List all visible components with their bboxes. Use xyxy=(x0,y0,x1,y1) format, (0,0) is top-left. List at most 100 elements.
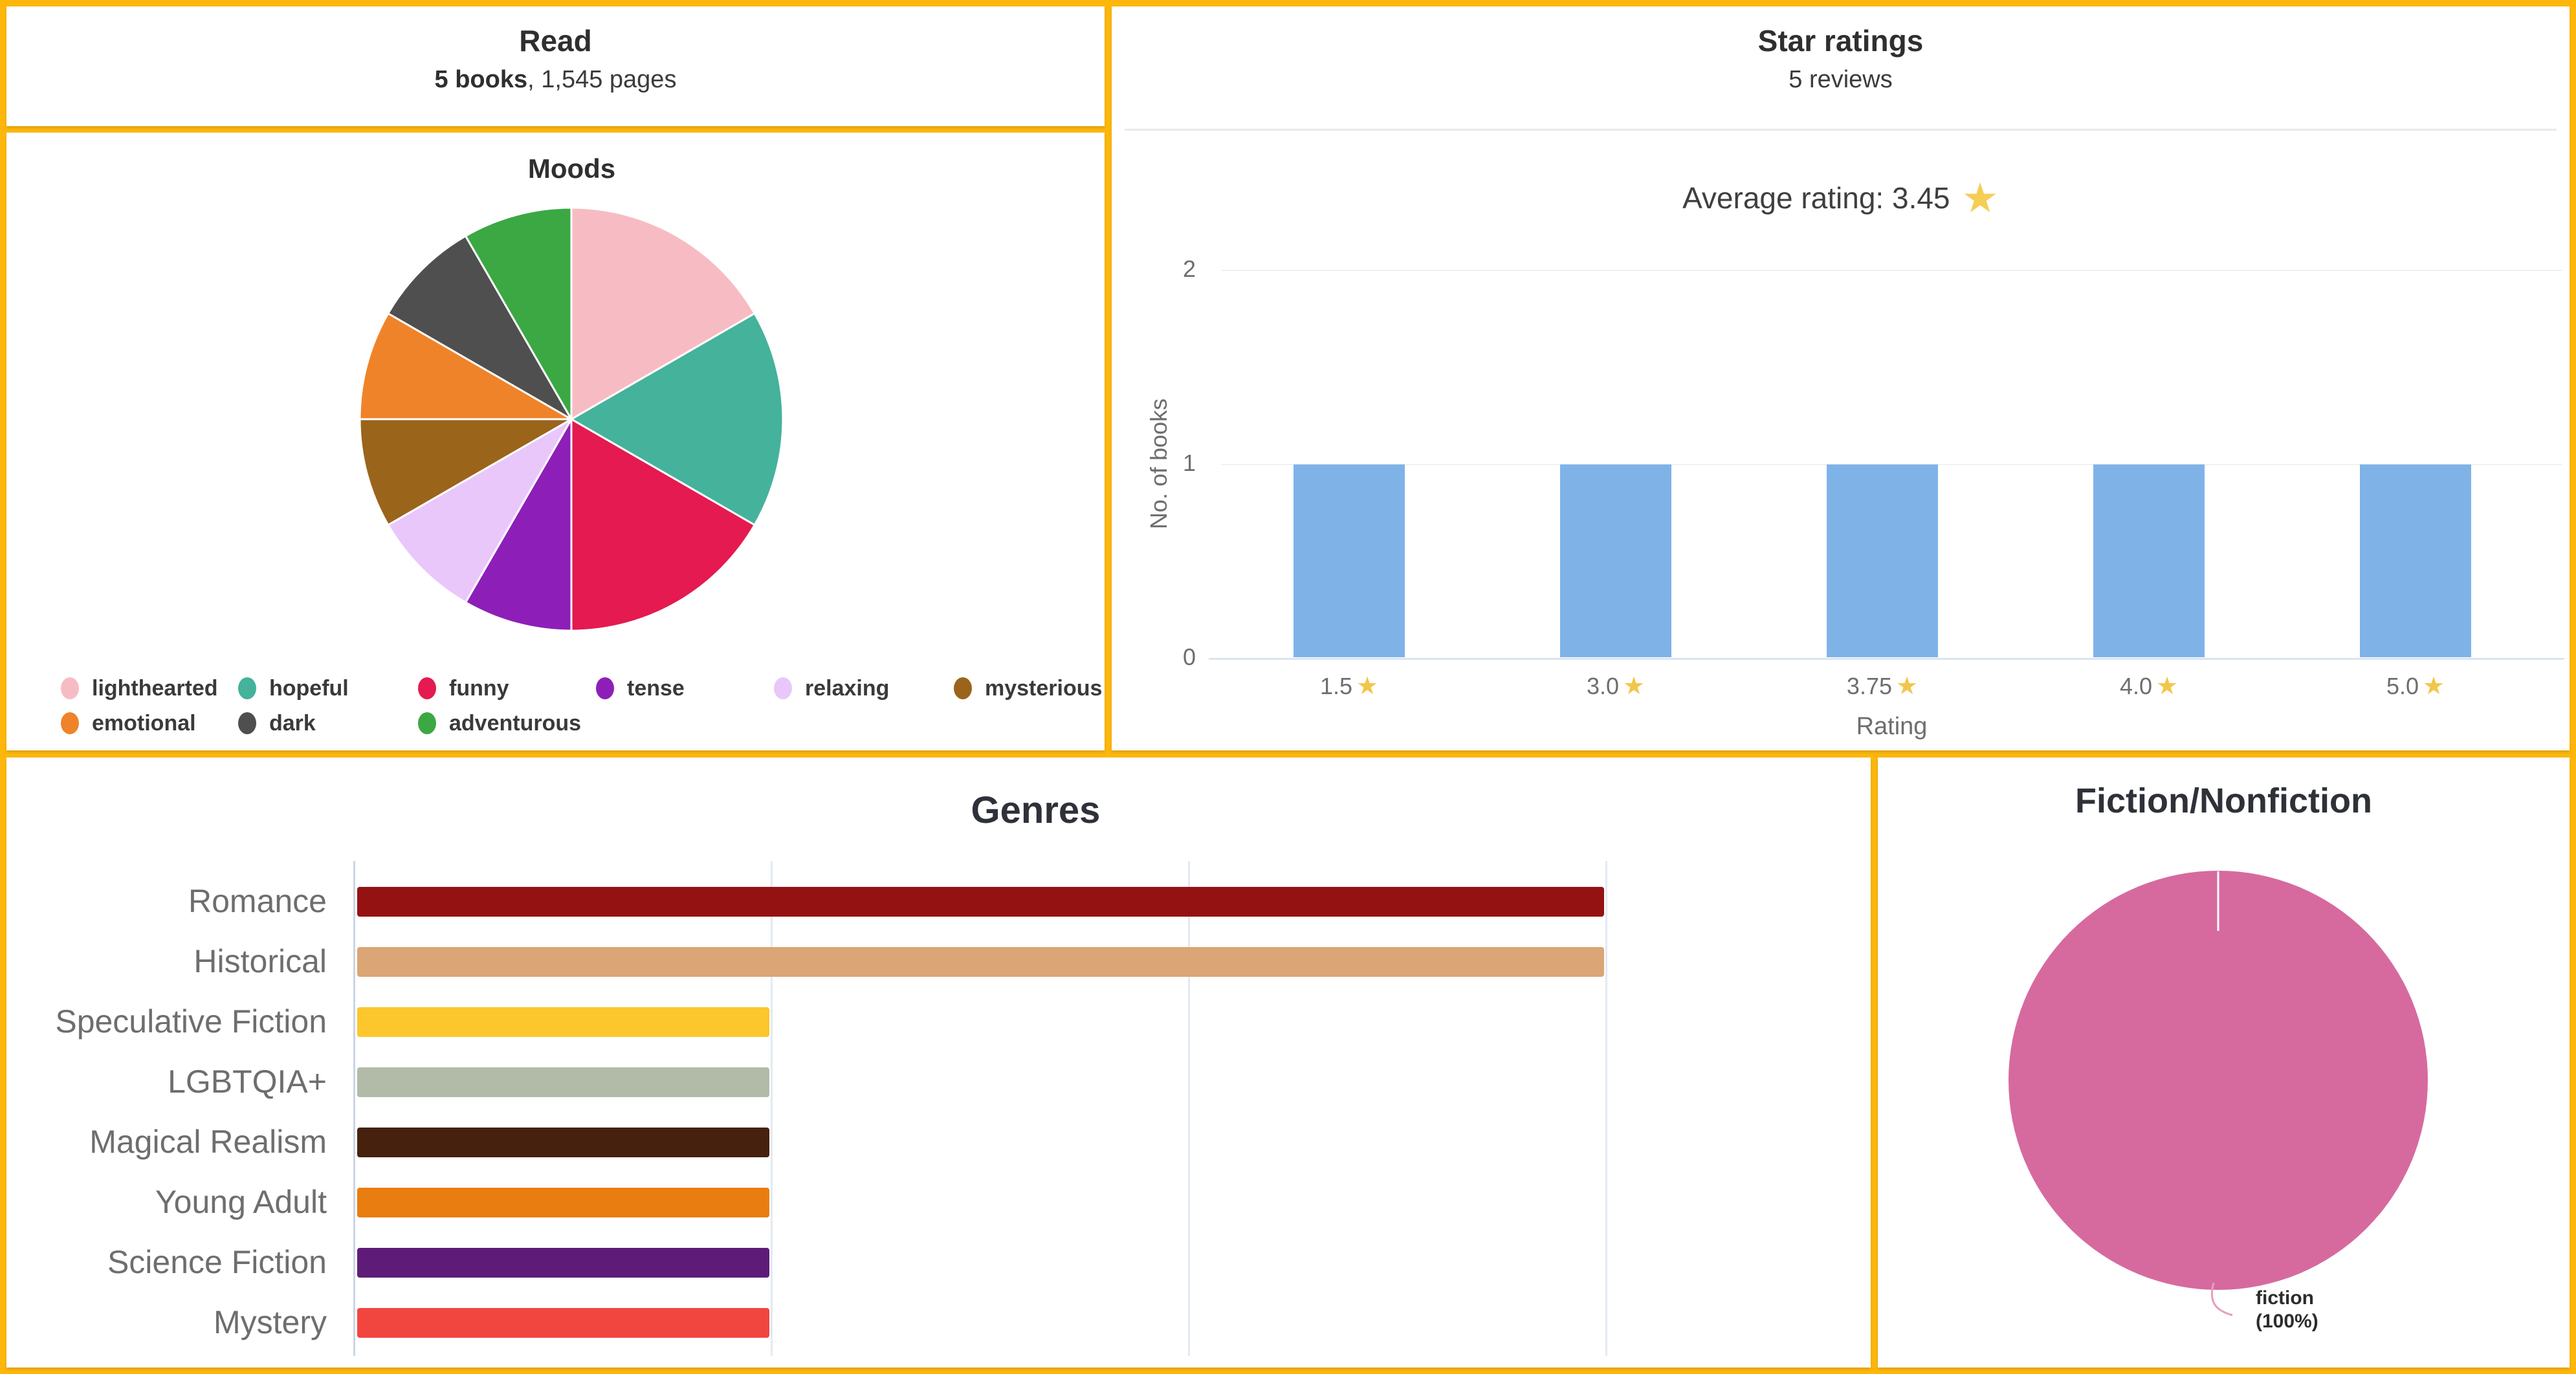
genre-bar-Magical Realism[interactable] xyxy=(357,1128,769,1157)
callout-percent: (100%) xyxy=(2256,1311,2318,1332)
x-tick-5.0: 5.0 ★ xyxy=(2318,671,2513,701)
books-count: 5 books xyxy=(434,66,528,93)
star-icon: ★ xyxy=(1622,673,1646,700)
mood-slice-funny[interactable] xyxy=(570,418,756,632)
legend-label: tense xyxy=(627,675,685,701)
legend-dot-icon xyxy=(596,677,614,699)
y-tick-2: 2 xyxy=(1182,256,1196,282)
legend-label: hopeful xyxy=(269,675,349,701)
gridline-x2 xyxy=(1188,861,1190,1356)
legend-label: lighthearted xyxy=(92,675,218,701)
header-divider xyxy=(1125,129,2557,131)
legend-dot-icon xyxy=(774,677,792,699)
rating-value: 3.0 xyxy=(1586,673,1619,699)
legend-label: relaxing xyxy=(805,675,890,701)
y-axis-line xyxy=(353,861,355,1356)
legend-item-hopeful: hopeful xyxy=(238,675,349,701)
moods-panel: Moods lighthearted hopeful funny tense relax… xyxy=(6,133,1105,750)
legend-dot-icon xyxy=(238,712,256,734)
mood-slice-emotional[interactable] xyxy=(358,312,573,420)
legend-dot-icon xyxy=(238,677,256,699)
star-icon: ★ xyxy=(1961,175,1999,221)
mood-slice-adventurous[interactable] xyxy=(465,206,573,420)
mood-slice-relaxing[interactable] xyxy=(387,418,573,604)
gridline-y2 xyxy=(1221,270,2562,271)
genre-bar-Science Fiction[interactable] xyxy=(357,1248,769,1278)
average-rating-text: Average rating: 3.45 xyxy=(1682,181,1950,215)
read-panel-subtitle: 5 books, 1,545 pages xyxy=(6,66,1105,94)
star-icon: ★ xyxy=(1896,673,1919,700)
callout-label: fiction xyxy=(2256,1287,2314,1309)
star-ratings-panel: Star ratings 5 reviews Average rating: 3… xyxy=(1112,6,2570,750)
pages-count: , 1,545 pages xyxy=(527,66,677,93)
legend-item-tense: tense xyxy=(596,675,685,701)
genres-chart-title: Genres xyxy=(971,789,1101,831)
genre-label-Historical: Historical xyxy=(193,943,327,979)
genres-panel: Genres Romance Historical Speculative Fict… xyxy=(6,758,1871,1368)
mood-slice-dark[interactable] xyxy=(387,235,573,420)
star-ratings-subtitle: 5 reviews xyxy=(1789,66,1893,93)
fiction-nonfiction-title: Fiction/Nonfiction xyxy=(2075,781,2372,820)
mood-slice-hopeful[interactable] xyxy=(570,312,784,526)
genre-label-LGBTQIA+: LGBTQIA+ xyxy=(168,1063,327,1100)
rating-value: 5.0 xyxy=(2386,673,2419,699)
legend-label: emotional xyxy=(92,710,196,736)
genre-label-Young Adult: Young Adult xyxy=(155,1184,327,1220)
mood-slice-tense[interactable] xyxy=(465,418,573,632)
genre-bar-Romance[interactable] xyxy=(357,887,1604,917)
read-panel-title: Read xyxy=(519,24,592,58)
mood-slice-mysterious[interactable] xyxy=(358,418,573,526)
legend-label: mysterious xyxy=(985,675,1103,701)
rating-value: 4.0 xyxy=(2119,673,2152,699)
legend-label: funny xyxy=(449,675,509,701)
star-icon: ★ xyxy=(2422,673,2445,700)
genre-bar-LGBTQIA+[interactable] xyxy=(357,1067,769,1097)
legend-dot-icon xyxy=(61,677,79,699)
star-icon: ★ xyxy=(1356,673,1379,700)
genre-label-Science Fiction: Science Fiction xyxy=(107,1244,327,1280)
legend-item-adventurous: adventurous xyxy=(418,710,581,736)
fiction-nonfiction-panel: Fiction/Nonfiction fiction (100%) xyxy=(1878,758,2570,1368)
fiction-slice[interactable] xyxy=(2009,871,2428,1290)
genre-bar-Mystery[interactable] xyxy=(357,1308,769,1338)
x-tick-4.0: 4.0 ★ xyxy=(2052,671,2246,701)
moods-chart-title: Moods xyxy=(527,153,616,184)
fiction-pie-chart xyxy=(2009,871,2428,1316)
gridline-x1 xyxy=(771,861,773,1356)
rating-bar-3.0[interactable] xyxy=(1560,464,1671,657)
legend-item-dark: dark xyxy=(238,710,316,736)
x-tick-3.0: 3.0 ★ xyxy=(1519,671,1713,701)
legend-item-mysterious: mysterious xyxy=(954,675,1102,701)
mood-slice-lighthearted[interactable] xyxy=(570,206,756,420)
genre-label-Romance: Romance xyxy=(188,883,327,919)
legend-dot-icon xyxy=(954,677,972,699)
genre-label-Speculative Fiction: Speculative Fiction xyxy=(55,1003,327,1040)
legend-dot-icon xyxy=(61,712,79,734)
average-rating-line: Average rating: 3.45 ★ xyxy=(1112,175,2570,221)
rating-bar-3.75[interactable] xyxy=(1827,464,1938,657)
read-summary-panel: Read 5 books, 1,545 pages xyxy=(6,6,1105,126)
moods-pie-chart xyxy=(358,206,784,632)
legend-label: adventurous xyxy=(449,710,582,736)
x-tick-3.75: 3.75 ★ xyxy=(1785,671,1979,701)
genre-label-Mystery: Mystery xyxy=(214,1304,327,1340)
rating-bar-1.5[interactable] xyxy=(1294,464,1405,657)
legend-item-funny: funny xyxy=(418,675,509,701)
rating-bar-5.0[interactable] xyxy=(2360,464,2471,657)
genre-bar-Speculative Fiction[interactable] xyxy=(357,1007,769,1037)
callout-leader-line xyxy=(2210,1282,2233,1316)
genre-bar-Historical[interactable] xyxy=(357,947,1604,977)
legend-dot-icon xyxy=(418,677,436,699)
legend-item-relaxing: relaxing xyxy=(774,675,889,701)
genre-bar-Young Adult[interactable] xyxy=(357,1188,769,1217)
rating-bar-4.0[interactable] xyxy=(2093,464,2205,657)
rating-value: 3.75 xyxy=(1846,673,1892,699)
legend-item-lighthearted: lighthearted xyxy=(61,675,218,701)
star-ratings-title: Star ratings xyxy=(1757,24,1924,58)
y-tick-1: 1 xyxy=(1182,450,1196,476)
fiction-slice-callout: fiction (100%) xyxy=(2256,1287,2318,1333)
legend-dot-icon xyxy=(418,712,436,734)
rating-value: 1.5 xyxy=(1319,673,1352,699)
legend-label: dark xyxy=(269,710,316,736)
